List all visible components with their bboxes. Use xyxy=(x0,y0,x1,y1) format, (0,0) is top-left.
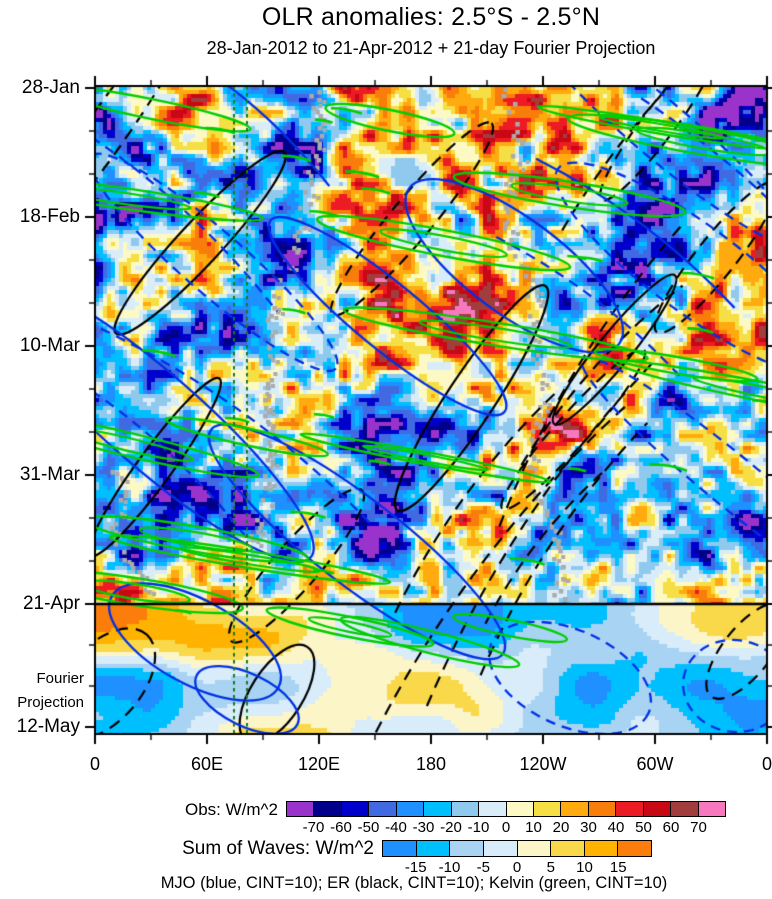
colorbar-tick-label: -50 xyxy=(357,819,380,836)
colorbar-cell xyxy=(314,802,342,816)
waves-colorbar xyxy=(382,840,652,857)
y-tick-label: 18-Feb xyxy=(19,206,80,227)
colorbar-tick-label: 10 xyxy=(576,859,593,876)
colorbar-cell xyxy=(618,841,651,856)
fourier-projection-label-line2: Projection xyxy=(17,694,84,711)
colorbar-cell xyxy=(616,802,644,816)
colorbar-tick-label: 10 xyxy=(525,819,542,836)
colorbar-tick-label: -60 xyxy=(330,819,352,836)
colorbar-tick-label: 20 xyxy=(552,819,570,836)
colorbar-cell xyxy=(451,802,480,816)
colorbar-tick-label: 0 xyxy=(512,859,522,876)
colorbar-tick-label: 5 xyxy=(546,859,555,876)
y-tick-label: 12-May xyxy=(16,716,80,737)
colorbar-cell xyxy=(533,802,562,816)
page-subtitle: 28-Jan-2012 to 21-Apr-2012 + 21-day Four… xyxy=(206,38,656,58)
colorbar-cell xyxy=(341,802,370,816)
y-tick-label: 21-Apr xyxy=(22,593,80,614)
colorbar-tick-label: -70 xyxy=(302,819,325,836)
colorbar-tick-label: 40 xyxy=(607,819,625,836)
colorbar-cell xyxy=(479,802,507,816)
x-tick-label: 0 xyxy=(89,754,100,774)
x-tick-label: 120W xyxy=(519,754,567,774)
x-tick-label: 180 xyxy=(415,754,447,774)
colorbar-tick-label: 0 xyxy=(501,819,511,836)
contour-legend-caption: MJO (blue, CINT=10); ER (black, CINT=10)… xyxy=(160,874,668,892)
colorbar-cell xyxy=(383,841,417,856)
colorbar-cell xyxy=(450,841,484,856)
colorbar-cell xyxy=(506,802,534,816)
colorbar-tick-label: 15 xyxy=(609,859,627,876)
hovmoller-field-canvas xyxy=(95,86,767,734)
colorbar-tick-label: -15 xyxy=(404,859,427,876)
colorbar-cell xyxy=(369,802,397,816)
colorbar-tick-label: -10 xyxy=(467,819,490,836)
colorbar-tick-label: 60 xyxy=(662,819,680,836)
x-tick-label: 60W xyxy=(636,754,674,774)
colorbar-cell xyxy=(287,802,315,816)
y-tick-label: 10-Mar xyxy=(19,335,80,356)
colorbar-tick-label: -40 xyxy=(385,819,407,836)
colorbar-cell xyxy=(416,841,451,856)
fourier-projection-label-line1: Fourier xyxy=(36,670,84,687)
colorbar-tick-label: -10 xyxy=(438,859,461,876)
y-tick-label: 28-Jan xyxy=(21,77,80,98)
x-tick-label: 60E xyxy=(190,754,224,774)
colorbar-cell xyxy=(517,841,552,856)
colorbar-cell xyxy=(643,802,672,816)
colorbar-tick-label: 30 xyxy=(580,819,597,836)
colorbar-cell xyxy=(671,802,699,816)
obs-colorbar-label: Obs: W/m^2 xyxy=(185,800,278,819)
colorbar-cell xyxy=(698,802,725,816)
colorbar-cell xyxy=(561,802,589,816)
colorbar-cell xyxy=(588,802,617,816)
x-tick-label: 0 xyxy=(761,754,772,774)
colorbar-cell xyxy=(424,802,452,816)
colorbar-cell xyxy=(551,841,585,856)
colorbar-cell xyxy=(584,841,619,856)
colorbar-tick-label: -20 xyxy=(440,819,462,836)
colorbar-tick-label: -5 xyxy=(476,859,490,876)
waves-colorbar-label: Sum of Waves: W/m^2 xyxy=(182,838,374,859)
obs-colorbar xyxy=(286,801,726,817)
colorbar-cell xyxy=(483,841,518,856)
colorbar-tick-label: -30 xyxy=(412,819,435,836)
colorbar-tick-label: 50 xyxy=(635,819,652,836)
x-tick-label: 120E xyxy=(297,754,341,774)
page-title: OLR anomalies: 2.5°S - 2.5°N xyxy=(261,3,601,31)
colorbar-tick-label: 70 xyxy=(690,819,707,836)
colorbar-cell xyxy=(396,802,425,816)
y-tick-label: 31-Mar xyxy=(19,464,80,485)
